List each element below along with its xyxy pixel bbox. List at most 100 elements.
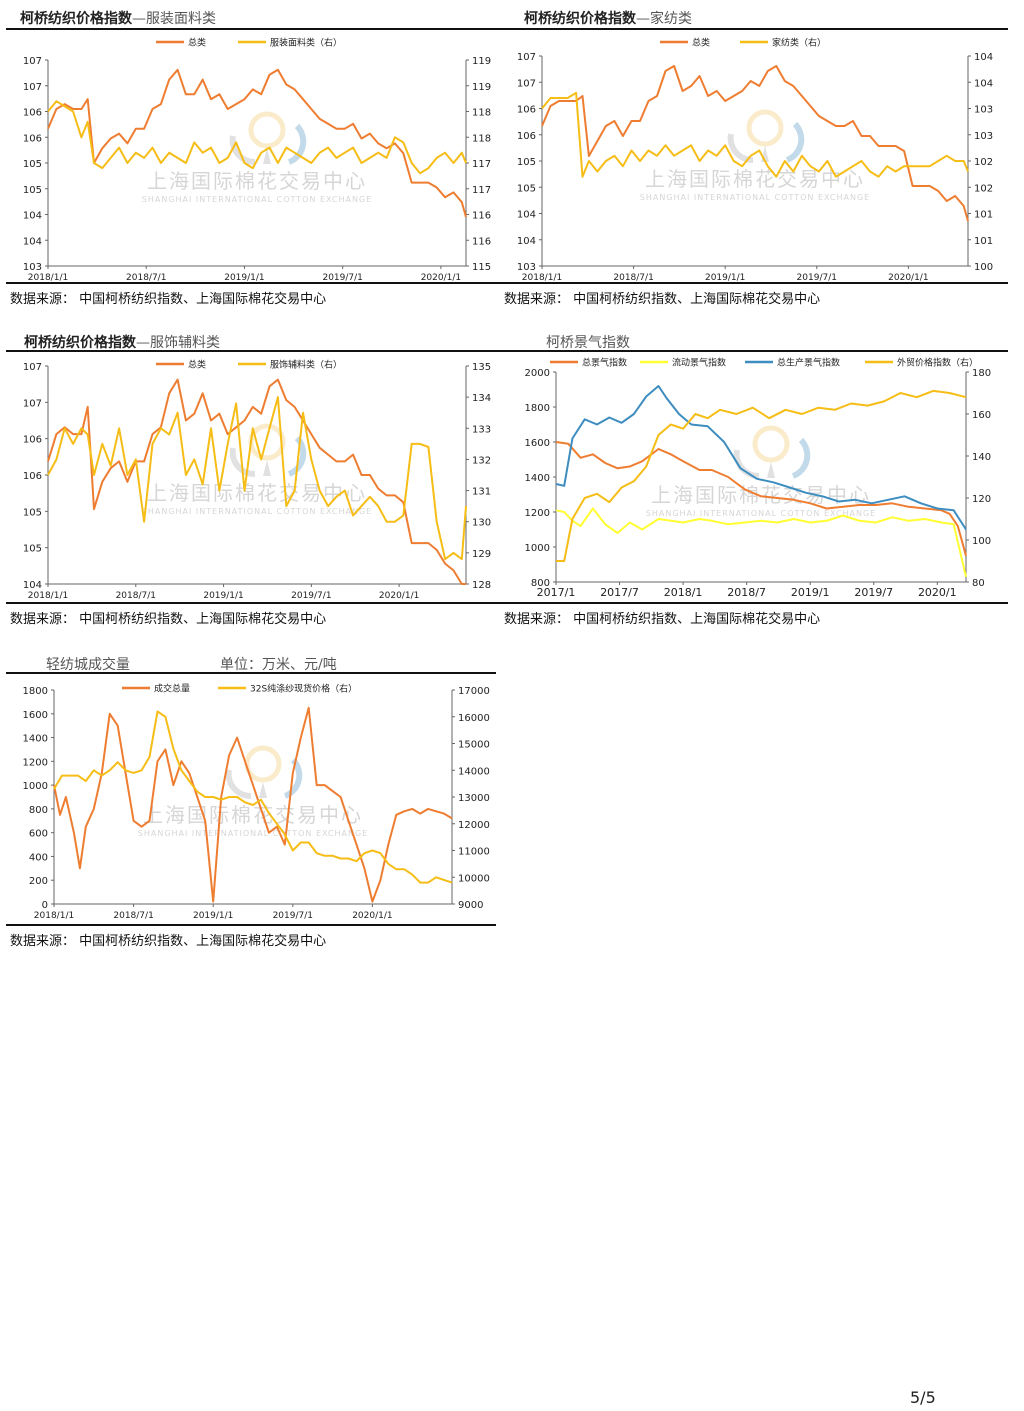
x-tick-label: 2020/1/1: [888, 273, 928, 283]
legend-label: 流动景气指数: [672, 357, 726, 369]
x-tick-label: 2019/1/1: [705, 273, 745, 283]
watermark-text-en: SHANGHAI INTERNATIONAL COTTON EXCHANGE: [646, 509, 876, 518]
y-left-tick-label: 107: [517, 78, 536, 89]
x-tick-label: 2018/7: [727, 586, 766, 599]
watermark-text-cn: 上海国际棉花交易中心: [645, 167, 865, 191]
watermark-sun-icon: [752, 425, 790, 463]
y-right-tick-label: 102: [974, 157, 993, 168]
panel-title-sub: —服饰辅料类: [136, 335, 220, 351]
y-right-tick-label: 135: [472, 362, 491, 373]
data-source: 数据来源： 中国柯桥纺织指数、上海国际棉花交易中心: [504, 292, 821, 307]
bottom-rule: [6, 924, 496, 926]
y-right-tick-label: 12000: [458, 820, 490, 831]
series-line-2: [53, 710, 453, 884]
y-right-tick-label: 133: [472, 424, 491, 435]
y-right-tick-label: 10000: [458, 873, 490, 884]
series-line-2: [47, 396, 467, 561]
legend-label: 服饰辅料类（右）: [270, 359, 342, 371]
y-right-tick-label: 180: [972, 368, 991, 379]
bottom-rule: [500, 282, 1008, 284]
y-right-tick-label: 132: [472, 455, 491, 466]
data-source: 数据来源： 中国柯桥纺织指数、上海国际棉花交易中心: [10, 292, 327, 307]
title-rule: [6, 350, 504, 352]
series-line-2: [47, 100, 467, 175]
watermark-text-cn: 上海国际棉花交易中心: [143, 803, 363, 827]
y-right-tick-label: 100: [974, 262, 993, 273]
watermark-leaf-right-icon: [791, 437, 811, 479]
watermark-leaf-left-icon: [727, 133, 754, 164]
y-left-tick-label: 107: [23, 398, 42, 409]
y-right-tick-label: 100: [972, 536, 991, 547]
x-tick-label: 2018/7/1: [116, 591, 156, 601]
watermark-leaf-right-icon: [287, 123, 307, 165]
y-right-tick-label: 160: [972, 410, 991, 421]
legend-label: 服装面料类（右）: [270, 37, 342, 49]
y-right-tick-label: 104: [974, 52, 993, 63]
y-right-tick-label: 101: [974, 210, 993, 221]
y-left-tick-label: 104: [23, 580, 42, 591]
y-right-tick-label: 16000: [458, 713, 490, 724]
y-left-tick-label: 103: [517, 262, 536, 273]
x-tick-label: 2019/1/1: [224, 273, 264, 283]
chart-panel-apparel-fabric: 柯桥纺织价格指数—服装面料类 上海国际棉花交易中心 SHANGHAI INTERN…: [6, 6, 504, 307]
x-tick-label: 2018/7/1: [126, 273, 166, 283]
series-line-1: [555, 441, 967, 557]
y-right-tick-label: 117: [472, 159, 491, 170]
y-left-tick-label: 103: [23, 262, 42, 273]
y-right-tick-label: 15000: [458, 740, 490, 751]
y-left-tick-label: 1600: [23, 710, 48, 721]
y-right-tick-label: 120: [972, 494, 991, 505]
y-left-tick-label: 1000: [23, 781, 48, 792]
y-left-tick-label: 1000: [525, 543, 550, 554]
y-right-tick-label: 130: [472, 518, 491, 529]
data-source: 数据来源： 中国柯桥纺织指数、上海国际棉花交易中心: [504, 612, 821, 627]
chart-svg: 上海国际棉花交易中心 SHANGHAI INTERNATIONAL COTTON …: [517, 37, 993, 284]
legend-label: 总类: [188, 37, 206, 49]
watermark: 上海国际棉花交易中心 SHANGHAI INTERNATIONAL COTTON …: [640, 109, 869, 202]
y-left-tick-label: 107: [23, 56, 42, 67]
chart-panel-prosperity-index: 柯桥景气指数 上海国际棉花交易中心 SHANGHAI INTERNATIONAL …: [500, 330, 1008, 630]
y-left-tick-label: 200: [29, 876, 48, 887]
y-right-tick-label: 104: [974, 78, 993, 89]
x-tick-label: 2020/1/1: [421, 273, 461, 283]
title-rule: [6, 672, 496, 674]
x-tick-label: 2018/7/1: [613, 273, 653, 283]
panel-title: 柯桥纺织价格指数—家纺类: [524, 8, 692, 28]
y-right-tick-label: 9000: [458, 900, 483, 911]
series-line-3: [555, 385, 967, 531]
watermark-stem-icon: [259, 782, 267, 798]
chart-svg: 上海国际棉花交易中心 SHANGHAI INTERNATIONAL COTTON …: [525, 357, 992, 600]
watermark-sun-icon: [248, 111, 286, 149]
x-tick-label: 2018/1/1: [28, 273, 68, 283]
chart-svg: 上海国际棉花交易中心 SHANGHAI INTERNATIONAL COTTON …: [23, 359, 491, 602]
x-tick-label: 2020/1/1: [379, 591, 419, 601]
y-right-tick-label: 134: [472, 393, 491, 404]
y-left-tick-label: 1400: [525, 473, 550, 484]
x-tick-label: 2019/7/1: [273, 911, 313, 921]
watermark-stem-icon: [767, 462, 775, 478]
legend-label: 总类: [188, 359, 206, 371]
x-tick-label: 2019/7: [854, 586, 893, 599]
watermark-text-en: SHANGHAI INTERNATIONAL COTTON EXCHANGE: [138, 829, 368, 838]
x-tick-label: 2019/7/1: [797, 273, 837, 283]
series-line-2: [541, 91, 969, 178]
y-right-tick-label: 129: [472, 549, 491, 560]
y-right-tick-label: 101: [974, 236, 993, 247]
y-left-tick-label: 105: [517, 157, 536, 168]
panel-title: 柯桥景气指数: [546, 332, 630, 352]
panel-title-sub: —服装面料类: [132, 11, 216, 27]
watermark-stem-icon: [263, 460, 271, 476]
y-left-tick-label: 106: [23, 133, 42, 144]
watermark-leaf-right-icon: [785, 121, 805, 163]
series-line-2: [555, 507, 967, 578]
y-left-tick-label: 0: [42, 900, 48, 911]
x-tick-label: 2018/1/1: [34, 911, 74, 921]
series-line-1: [47, 378, 466, 585]
page-number: 5/5: [910, 1388, 936, 1407]
y-right-tick-label: 80: [972, 578, 985, 589]
panel-title: 柯桥纺织价格指数—服装面料类: [20, 8, 216, 28]
panel-title: 轻纺城成交量 单位：万米、元/吨: [46, 654, 337, 674]
y-left-tick-label: 106: [23, 471, 42, 482]
y-left-tick-label: 800: [29, 805, 48, 816]
watermark-text-cn: 上海国际棉花交易中心: [147, 169, 367, 193]
